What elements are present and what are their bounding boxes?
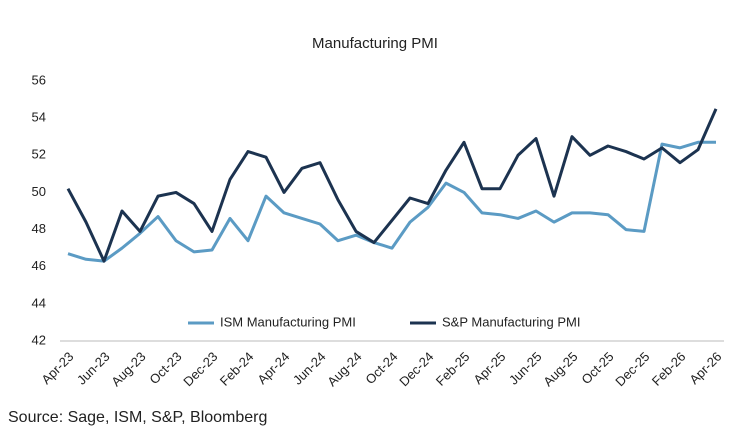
x-tick-label: Feb-24 — [217, 349, 257, 389]
x-tick-label: Oct-25 — [578, 349, 616, 387]
x-tick-label: Dec-25 — [612, 349, 652, 389]
chart-title: Manufacturing PMI — [312, 35, 438, 52]
x-tick-label: Apr-26 — [686, 349, 724, 387]
series-line — [67, 140, 716, 263]
x-tick-label: Aug-23 — [108, 349, 148, 389]
x-tick-label: Aug-25 — [540, 349, 580, 389]
legend-label: S&P Manufacturing PMI — [442, 314, 581, 329]
x-tick-label: Jun-24 — [290, 349, 329, 388]
y-tick-label: 42 — [32, 332, 46, 347]
y-tick-label: 54 — [32, 110, 46, 125]
x-tick-label: Apr-24 — [254, 349, 292, 387]
x-tick-label: Feb-25 — [433, 349, 473, 389]
y-tick-label: 44 — [32, 295, 46, 310]
x-tick-label: Jun-25 — [506, 349, 545, 388]
x-tick-label: Apr-25 — [470, 349, 508, 387]
x-tick-label: Jun-23 — [74, 349, 113, 388]
legend-label: ISM Manufacturing PMI — [220, 314, 356, 329]
y-tick-label: 52 — [32, 147, 46, 162]
x-tick-label: Feb-26 — [649, 349, 689, 389]
y-tick-label: 48 — [32, 221, 46, 236]
y-tick-label: 46 — [32, 258, 46, 273]
series-line — [66, 108, 718, 263]
y-tick-label: 56 — [32, 72, 46, 87]
x-tick-label: Apr-23 — [38, 349, 76, 387]
x-tick-label: Oct-23 — [146, 349, 184, 387]
x-tick-label: Aug-24 — [324, 349, 364, 389]
x-tick-label: Dec-23 — [180, 349, 220, 389]
x-tick-label: Dec-24 — [396, 349, 436, 389]
y-tick-label: 50 — [32, 184, 46, 199]
source-note: Source: Sage, ISM, S&P, Bloomberg — [8, 409, 267, 426]
x-tick-label: Oct-24 — [362, 349, 400, 387]
